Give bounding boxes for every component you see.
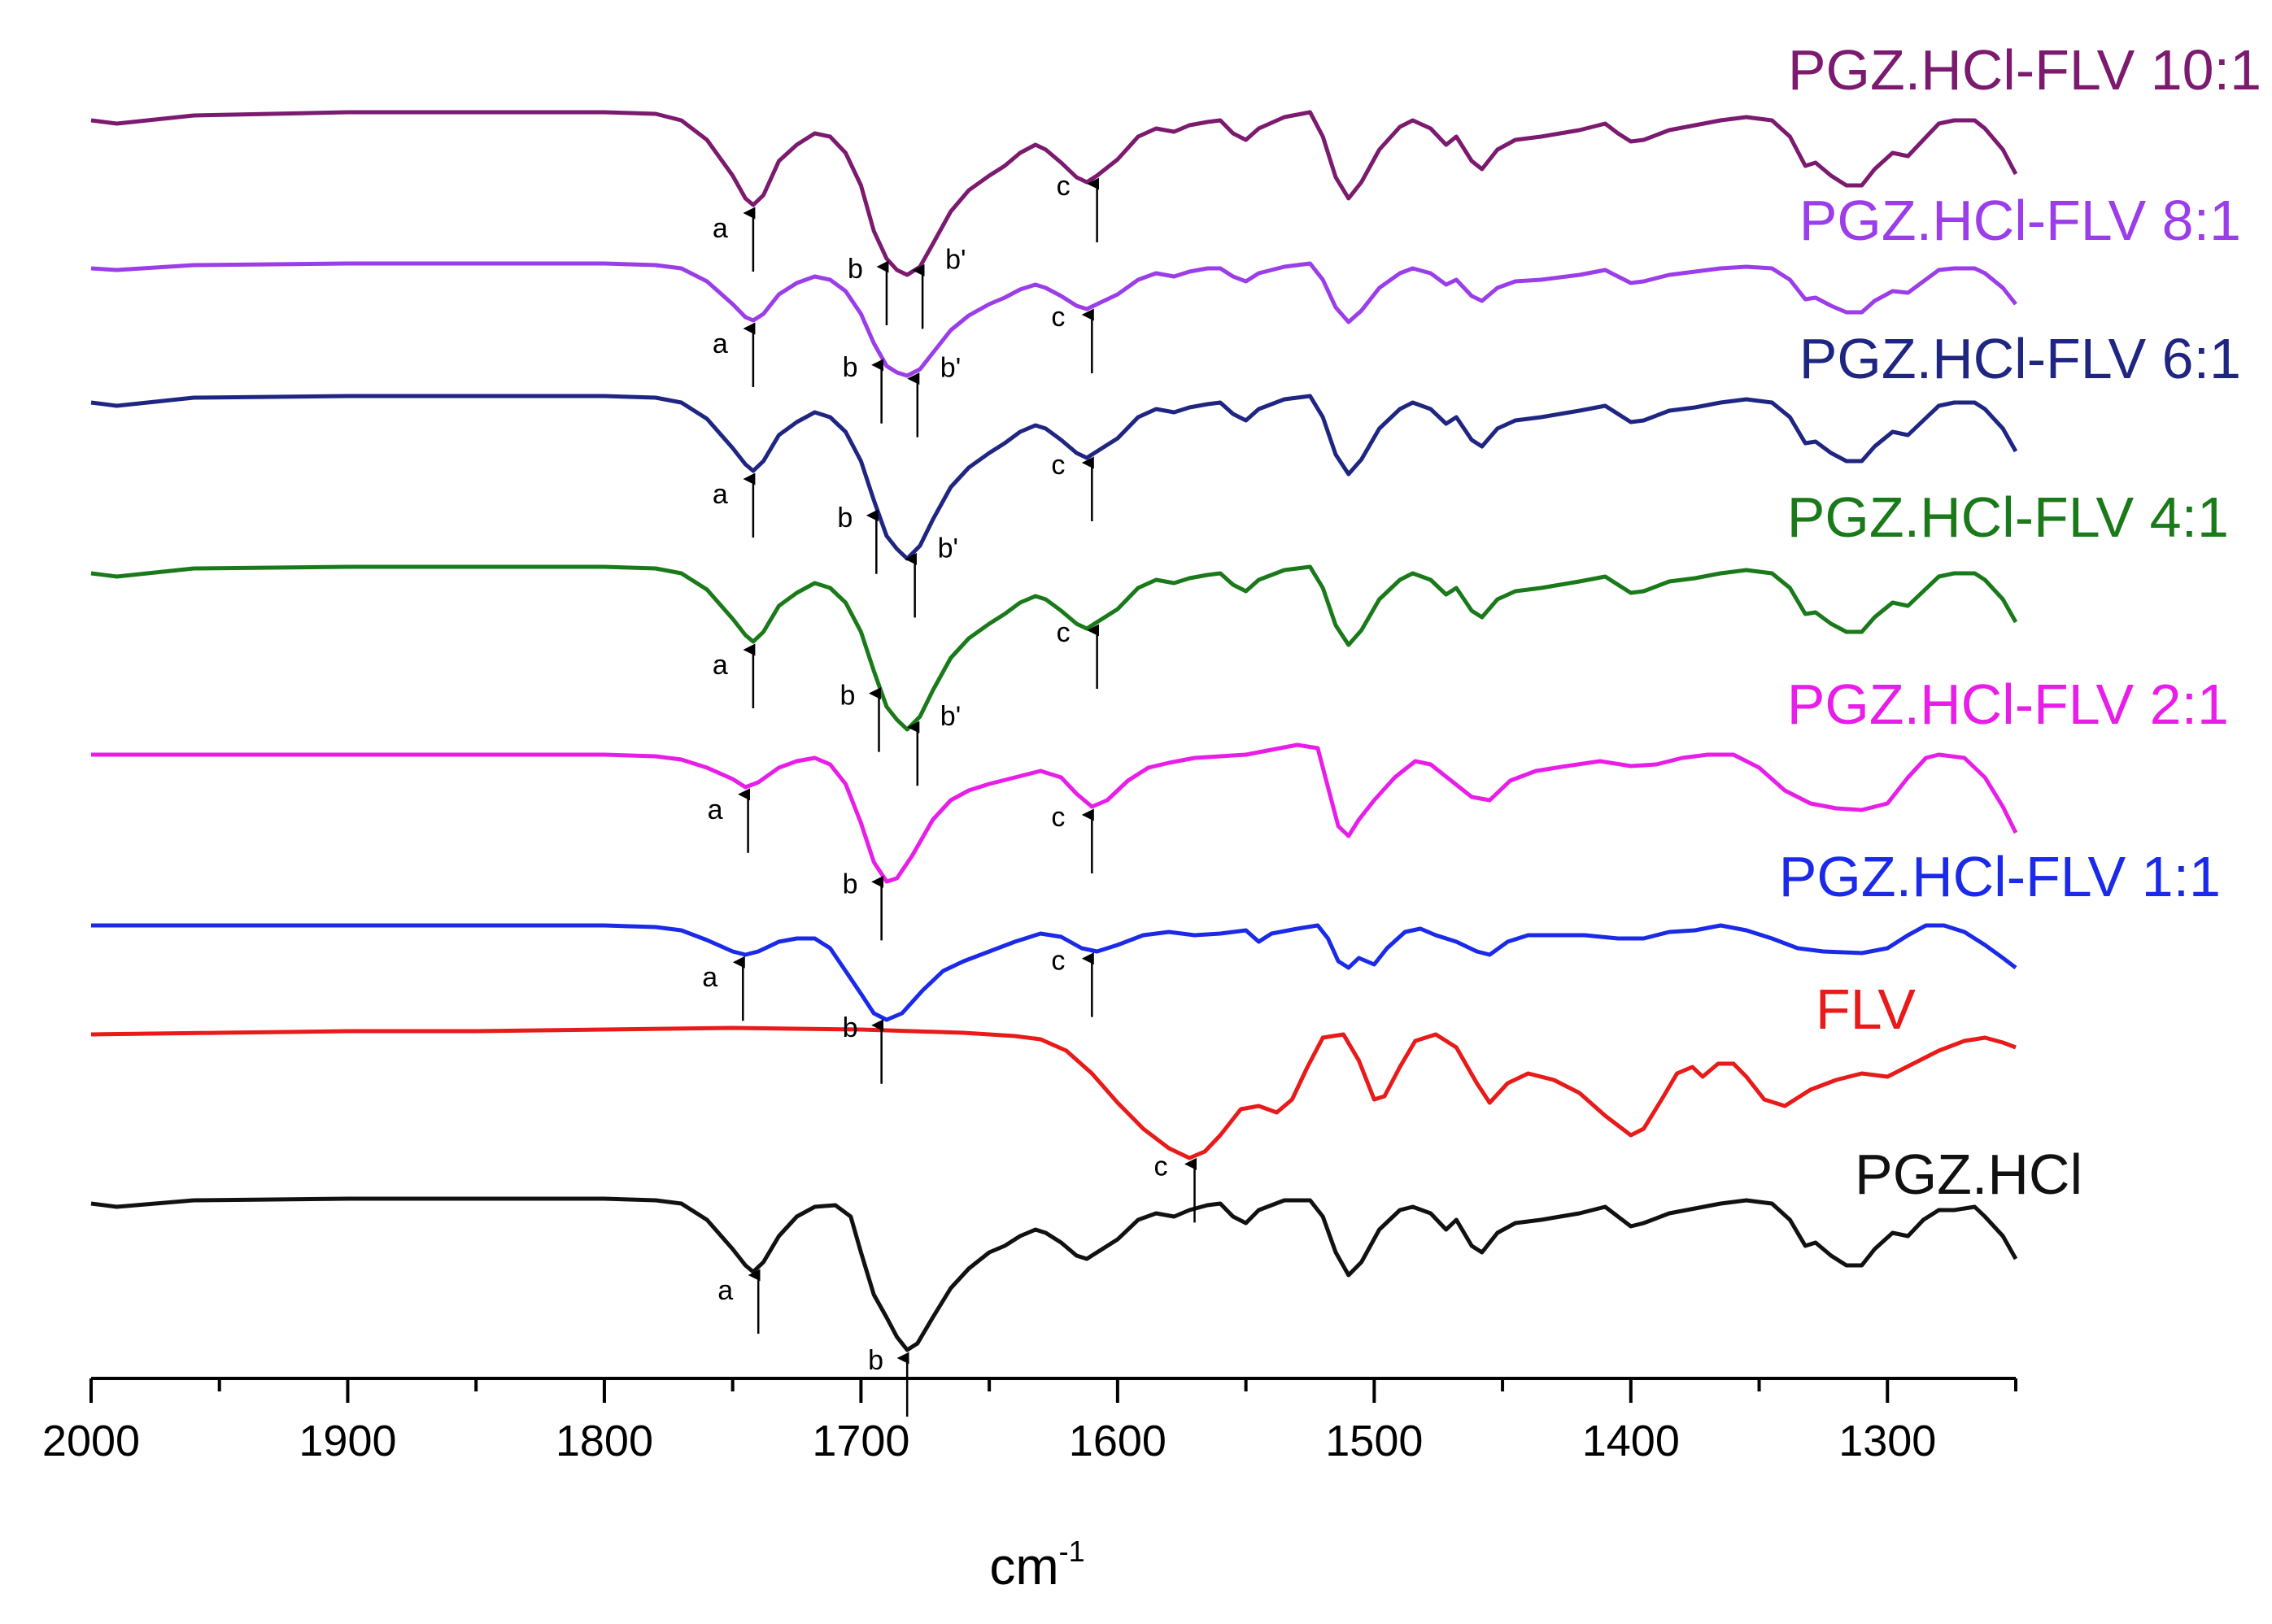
peak-label-20: a	[702, 962, 717, 993]
peak-label-6: b	[843, 352, 858, 383]
series-labels: PGZ.HCl-FLV 10:1 PGZ.HCl-FLV 8:1 PGZ.HCl-F…	[1779, 38, 2261, 1206]
x-tick-label-1300: 1300	[1838, 1417, 1936, 1465]
peak-label-10: b	[837, 503, 853, 533]
peak-label-5: a	[713, 329, 728, 359]
peak-label-18: b	[843, 869, 858, 899]
x-tick-label-1700: 1700	[812, 1417, 909, 1465]
peak-label-13: a	[713, 650, 728, 681]
peak-label-16: c	[1057, 617, 1071, 648]
series-label-2: PGZ.HCl-FLV 8:1	[1799, 189, 2241, 252]
series-label-1: PGZ.HCl-FLV 10:1	[1788, 38, 2261, 102]
peak-label-1: a	[713, 213, 728, 244]
peak-label-22: c	[1051, 946, 1065, 977]
series-line-4	[90, 564, 2018, 732]
peak-label-23: c	[1154, 1151, 1168, 1182]
series-line-5	[91, 742, 2018, 884]
series-label-6: PGZ.HCl-FLV 1:1	[1779, 845, 2221, 908]
x-tick-label-1800: 1800	[556, 1417, 653, 1465]
x-axis: 2000 1900 1800 1700 1600 1500 1400 1300	[42, 1377, 2017, 1465]
peak-label-9: a	[713, 479, 728, 510]
spectra-series	[90, 110, 2018, 1352]
series-label-8: PGZ.HCl	[1855, 1143, 2082, 1206]
series-label-3: PGZ.HCl-FLV 6:1	[1799, 327, 2241, 390]
series-line-7	[90, 1025, 2017, 1160]
series-line-3	[90, 394, 2018, 561]
peak-label-14: b	[839, 681, 855, 712]
peak-label-21: b	[843, 1012, 858, 1043]
x-tick-label-1900: 1900	[299, 1417, 396, 1465]
x-tick-label-2000: 2000	[42, 1417, 140, 1465]
peak-label-3: b'	[945, 244, 966, 275]
peak-label-8: c	[1051, 302, 1065, 333]
series-line-2	[90, 261, 2017, 378]
series-label-4: PGZ.HCl-FLV 4:1	[1787, 485, 2229, 549]
peak-label-24: a	[717, 1275, 733, 1306]
series-line-6	[91, 923, 2017, 1022]
series-label-5: PGZ.HCl-FLV 2:1	[1787, 673, 2229, 736]
peak-label-4: c	[1057, 171, 1071, 202]
x-tick-label-1600: 1600	[1069, 1417, 1167, 1465]
series-label-7: FLV	[1816, 977, 1916, 1041]
peak-label-2: b	[848, 254, 863, 285]
peak-label-15: b'	[940, 701, 961, 732]
x-tick-label-1500: 1500	[1325, 1417, 1423, 1465]
x-axis-unit-exponent: -1	[1059, 1535, 1085, 1568]
peak-label-17: a	[708, 795, 723, 825]
peak-label-7: b'	[940, 353, 961, 384]
series-line-8	[90, 1196, 2018, 1352]
x-axis-title: cm-1	[989, 1535, 1084, 1596]
series-line-1	[90, 110, 2018, 277]
x-tick-label-1400: 1400	[1582, 1417, 1680, 1465]
peak-label-19: c	[1051, 802, 1065, 833]
peak-label-11: b'	[938, 533, 958, 564]
peak-label-25: b	[868, 1345, 883, 1376]
peak-markers: a b b' c a b b' c a b b' c a b b' c a b c a b c c a b	[702, 171, 1197, 1417]
peak-label-12: c	[1051, 450, 1065, 481]
x-axis-unit: cm	[989, 1537, 1058, 1596]
